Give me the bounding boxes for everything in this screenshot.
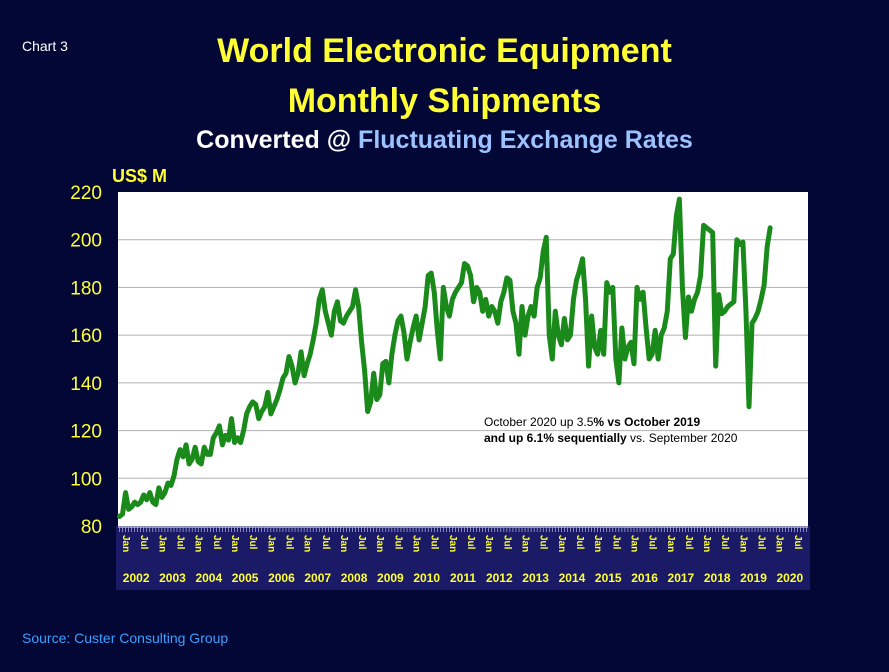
x-tick-label: Jul [392, 535, 403, 550]
x-year-label: 2002 [123, 571, 150, 585]
x-tick-label: Jan [665, 535, 676, 552]
annotation: October 2020 up 3.5% vs October 2019 and… [484, 415, 738, 445]
x-year-label: 2007 [304, 571, 331, 585]
x-year-label: 2016 [631, 571, 658, 585]
x-year-label: 2006 [268, 571, 295, 585]
x-tick-label: Jan [411, 535, 422, 552]
y-tick-label: 100 [70, 469, 102, 490]
x-tick-label: Jul [792, 535, 803, 550]
y-tick-label: 120 [70, 422, 102, 443]
x-year-label: 2004 [195, 571, 222, 585]
x-tick-label: Jan [120, 535, 131, 552]
y-tick-label: 200 [70, 231, 102, 252]
annotation-line2: and up 6.1% sequentially vs. September 2… [484, 431, 738, 445]
series-line [117, 196, 773, 519]
y-tick-label: 220 [70, 183, 102, 204]
x-tick-label: Jan [193, 535, 204, 552]
x-tick-label: Jul [538, 535, 549, 550]
x-tick-label: Jan [483, 535, 494, 552]
x-tick-label: Jan [519, 535, 530, 552]
x-tick-label: Jan [628, 535, 639, 552]
x-tick-label: Jul [501, 535, 512, 550]
x-tick-label: Jan [447, 535, 458, 552]
plot-area [118, 192, 808, 526]
y-tick-label: 80 [81, 517, 102, 538]
x-tick-label: Jul [574, 535, 585, 550]
x-tick-label: Jan [302, 535, 313, 552]
x-tick-label: Jan [592, 535, 603, 552]
x-tick-label: Jan [156, 535, 167, 552]
annotation-line1: October 2020 up 3.5% vs October 2019 [484, 415, 700, 429]
chart-title-line2: Monthly Shipments [287, 82, 602, 120]
x-year-label: 2003 [159, 571, 186, 585]
x-tick-label: Jul [283, 535, 294, 550]
chart-subtitle: Converted @ Fluctuating Exchange Rates [0, 126, 889, 155]
x-tick-label: Jul [429, 535, 440, 550]
x-year-label: 2011 [450, 571, 476, 585]
x-year-label: 2008 [341, 571, 368, 585]
x-year-label: 2019 [740, 571, 767, 585]
x-year-label: 2015 [595, 571, 622, 585]
y-tick-label: 140 [70, 374, 102, 395]
x-tick-label: Jan [374, 535, 385, 552]
x-tick-label: Jul [610, 535, 621, 550]
x-tick-label: Jan [737, 535, 748, 552]
x-tick-label: Jan [774, 535, 785, 552]
subtitle-part2: Fluctuating Exchange Rates [358, 126, 693, 154]
x-tick-label: Jul [356, 535, 367, 550]
x-tick-label: Jan [701, 535, 712, 552]
y-axis-label: US$ M [112, 166, 167, 186]
x-tick-label: Jul [247, 535, 258, 550]
x-year-label: 2013 [522, 571, 549, 585]
x-year-label: 2005 [232, 571, 259, 585]
source-note: Source: Custer Consulting Group [22, 630, 229, 646]
y-axis-ticks: 80 100 120 140 160 180 200 220 [70, 183, 102, 538]
x-year-label: 2009 [377, 571, 404, 585]
x-year-label: 2010 [413, 571, 440, 585]
x-axis-band [116, 526, 810, 590]
x-tick-label: Jul [719, 535, 730, 550]
x-year-label: 2017 [668, 571, 695, 585]
x-tick-label: Jul [465, 535, 476, 550]
x-tick-label: Jul [211, 535, 222, 550]
annotation-line1-a: October 2020 up 3.5 [484, 415, 594, 429]
x-tick-label: Jan [229, 535, 240, 552]
x-year-label: 2018 [704, 571, 731, 585]
x-tick-label: Jul [756, 535, 767, 550]
x-tick-label: Jul [320, 535, 331, 550]
x-tick-label: Jan [556, 535, 567, 552]
x-tick-label: Jul [683, 535, 694, 550]
x-tick-label: Jan [338, 535, 349, 552]
gridlines [118, 239, 808, 479]
x-tick-label: Jan [265, 535, 276, 552]
x-tick-label: Jul [174, 535, 185, 550]
annotation-line2-b: vs. September 2020 [627, 431, 738, 445]
annotation-line1-b: % vs October 2019 [593, 415, 700, 429]
y-tick-label: 160 [70, 326, 102, 347]
x-tick-label: Jul [647, 535, 658, 550]
chart-title-line1: World Electronic Equipment [217, 32, 672, 70]
x-tick-label: Jul [138, 535, 149, 550]
subtitle-part1: Converted @ [196, 126, 359, 154]
x-year-label: 2014 [559, 571, 586, 585]
y-tick-label: 180 [70, 278, 102, 299]
x-axis: Jan Jul 2002 Jan Jul 2003 Jan Jul 2004 Jan Jul 2005… [116, 526, 810, 590]
x-year-label: 2020 [776, 571, 803, 585]
chart-label: Chart 3 [22, 38, 68, 54]
x-year-label: 2012 [486, 571, 513, 585]
annotation-line2-a: and up 6.1% sequentially [484, 431, 627, 445]
